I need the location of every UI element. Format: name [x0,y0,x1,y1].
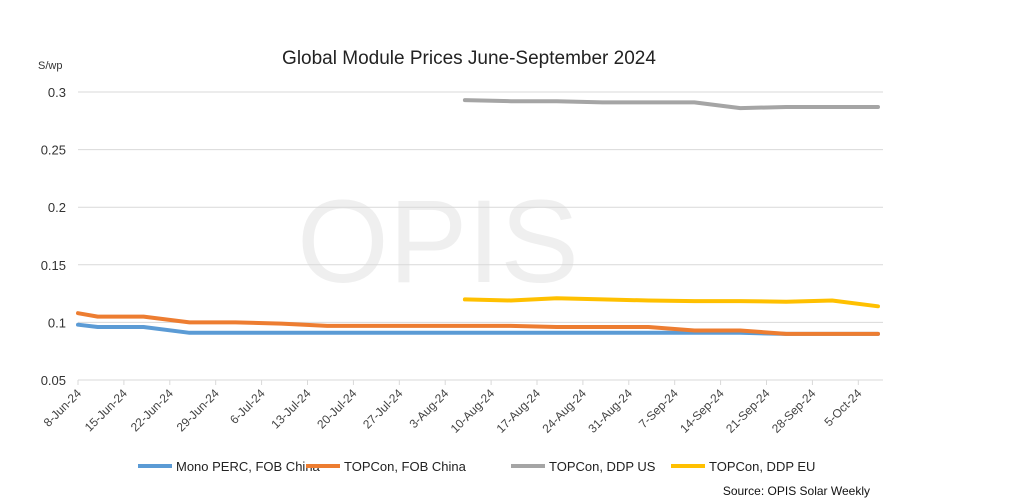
y-tick-label: 0.25 [41,143,66,158]
series-line [462,296,880,309]
legend-label: TOPCon, DDP US [549,459,656,474]
legend-label: TOPCon, FOB China [344,459,467,474]
x-tick-label: 24-Aug-24 [539,386,589,436]
x-tick-label: 31-Aug-24 [585,386,635,436]
x-tick-label: 6-Jul-24 [227,386,268,427]
series-line [76,311,880,336]
y-tick-label: 0.2 [48,200,66,215]
x-tick-label: 15-Jun-24 [82,386,130,434]
legend-item: TOPCon, FOB China [306,459,467,474]
x-tick-label: 5-Oct-24 [822,386,865,429]
y-axis-label: S/wp [38,60,62,72]
source-note: Source: OPIS Solar Weekly [723,484,870,498]
x-tick-label: 13-Jul-24 [268,386,314,432]
y-tick-label: 0.15 [41,258,66,273]
x-tick-label: 20-Jul-24 [314,386,360,432]
legend-item: TOPCon, DDP US [511,459,656,474]
y-tick-label: 0.05 [41,373,66,388]
x-tick-label: 29-Jun-24 [174,386,222,434]
legend-label: Mono PERC, FOB China [176,459,321,474]
x-tick-label: 8-Jun-24 [41,386,85,430]
x-tick-label: 21-Sep-24 [723,386,773,436]
x-tick-label: 22-Jun-24 [128,386,176,434]
legend-item: TOPCon, DDP EU [671,459,815,474]
x-tick-label: 14-Sep-24 [677,386,727,436]
series-line [76,322,880,336]
x-tick-label: 3-Aug-24 [407,386,452,431]
x-tick-label: 28-Sep-24 [769,386,819,436]
x-tick-label: 7-Sep-24 [636,386,681,431]
x-tick-label: 17-Aug-24 [494,386,544,436]
series-line [462,98,880,111]
chart-title: Global Module Prices June-September 2024 [282,48,656,69]
y-tick-label: 0.3 [48,85,66,100]
legend-label: TOPCon, DDP EU [709,459,815,474]
x-tick-label: 10-Aug-24 [448,386,498,436]
y-tick-label: 0.1 [48,315,66,330]
watermark: OPIS [297,176,579,308]
x-tick-label: 27-Jul-24 [360,386,406,432]
legend-item: Mono PERC, FOB China [138,459,321,474]
